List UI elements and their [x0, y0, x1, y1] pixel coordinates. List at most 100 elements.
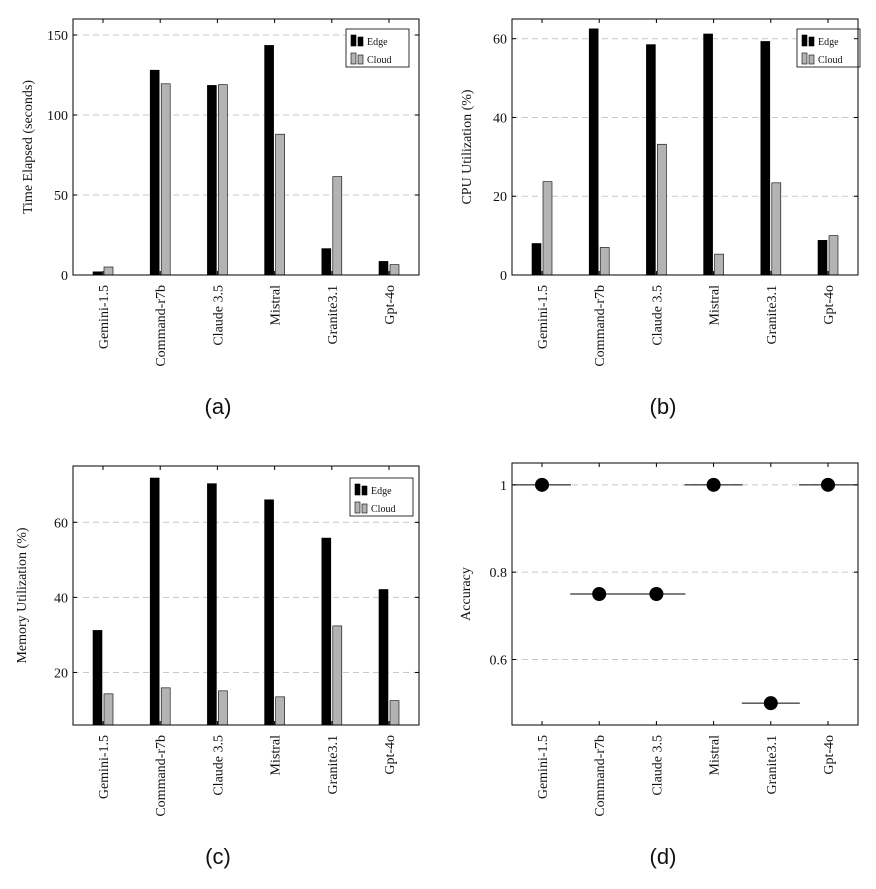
chart3-bar-cloud-3 [275, 696, 285, 726]
chart2-bar-cloud-2 [657, 143, 667, 276]
chart3-xtick-label-4: Granite3.1 [326, 735, 341, 794]
chart1-legend: Edge Cloud [345, 28, 410, 68]
chart1-bar-edge-5 [378, 261, 389, 276]
chart1: Edge Cloud 0 50 100 150 Gemini-1.5 Command-r7b C… [21, 18, 420, 419]
chart4-caption: (d) [650, 844, 677, 869]
chart1-xtick-label-2: Claude 3.5 [211, 285, 226, 346]
chart3-bar-cloud-1 [160, 687, 171, 726]
chart2-legend-label-cloud: Cloud [818, 55, 842, 66]
chart3-bar-edge-1 [149, 477, 160, 726]
chart1-legend-swatch-edge-a [350, 34, 357, 47]
chart3-legend-swatch-cloud-a [354, 501, 361, 514]
chart4-ytick-label-0: 0.6 [490, 654, 508, 669]
chart1-ylabel: Time Elapsed (seconds) [21, 80, 36, 214]
chart2-legend-box [796, 28, 861, 68]
chart2-legend-swatch-edge-a [801, 34, 808, 47]
chart3-frame [72, 465, 420, 726]
chart3-legend-swatch-edge-a [354, 483, 361, 496]
chart3-bar-edge-4 [321, 537, 332, 726]
chart1-ytick-label-0: 0 [61, 269, 68, 284]
chart4-point-4 [763, 696, 778, 711]
chart4-xtick-label-1: Command-r7b [593, 735, 608, 817]
chart1-xtick-label-4: Granite3.1 [326, 285, 341, 344]
chart2-bar-cloud-0 [542, 181, 553, 276]
chart2-xtick-label-5: Gpt-4o [822, 285, 837, 325]
chart1-legend-swatch-cloud-a [350, 52, 357, 65]
chart1-xtick-label-1: Command-r7b [154, 285, 169, 367]
chart1-bar-cloud-2 [218, 84, 228, 276]
chart4-ytick-label-2: 1 [500, 479, 507, 494]
chart4-xtick-label-2: Claude 3.5 [650, 735, 665, 796]
chart3-xtick-label-0: Gemini-1.5 [97, 735, 112, 799]
chart1-ytick-label-2: 100 [47, 109, 68, 124]
chart3-xtick-label-3: Mistral [269, 735, 284, 776]
chart4-xtick-label-0: Gemini-1.5 [536, 735, 551, 799]
chart3-bar-edge-2 [207, 483, 217, 726]
chart3-xtick-label-1: Command-r7b [154, 735, 169, 817]
chart1-bar-cloud-0 [103, 266, 114, 276]
chart4-ylabel: Accuracy [459, 567, 474, 621]
chart1-bar-edge-2 [207, 85, 217, 276]
chart1-xtick-label-0: Gemini-1.5 [97, 285, 112, 349]
chart1-legend-swatch-edge-b [357, 36, 364, 47]
chart1-bar-cloud-3 [275, 133, 285, 276]
chart2-bar-cloud-5 [828, 235, 839, 276]
chart1-legend-box [345, 28, 410, 68]
chart1-caption: (a) [205, 394, 232, 419]
chart1-legend-swatch-cloud-b [357, 54, 364, 65]
chart3-bar-edge-0 [92, 630, 103, 726]
chart2-bar-edge-3 [703, 33, 713, 276]
chart1-bar-edge-1 [149, 69, 160, 276]
chart3: Edge Cloud 20 40 60 Gemini-1.5 Command-r7b Clau… [15, 465, 420, 869]
chart2-ytick-label-3: 60 [493, 33, 507, 48]
chart3-legend: Edge Cloud [349, 477, 414, 517]
chart4-point-3 [706, 477, 721, 492]
chart1-xtick-label-3: Mistral [269, 285, 284, 326]
chart4-xtick-label-5: Gpt-4o [822, 735, 837, 775]
chart1-bar-cloud-5 [389, 264, 400, 276]
chart2-xtick-label-4: Granite3.1 [765, 285, 780, 344]
chart4-ytick-label-1: 0.8 [490, 566, 508, 581]
chart2-bar-cloud-4 [771, 182, 782, 276]
chart3-ylabel: Memory Utilization (%) [15, 527, 30, 663]
chart2-bar-edge-0 [531, 243, 542, 276]
chart2-legend-swatch-cloud-a [801, 52, 808, 65]
chart2-ylabel: CPU Utilization (%) [460, 89, 475, 204]
chart2-legend: Edge Cloud [796, 28, 861, 68]
chart2-ytick-label-2: 40 [493, 111, 507, 126]
chart2-bar-cloud-1 [599, 247, 610, 276]
chart2-bar-edge-5 [817, 240, 828, 276]
chart3-xtick-label-5: Gpt-4o [383, 735, 398, 775]
chart1-legend-label-cloud: Cloud [367, 55, 391, 66]
chart2-legend-label-edge: Edge [818, 37, 839, 48]
chart2-legend-swatch-edge-b [808, 36, 815, 47]
chart1-ytick-label-3: 150 [47, 29, 68, 44]
chart3-ytick-label-0: 20 [54, 666, 68, 681]
chart3-bar-edge-3 [264, 499, 274, 726]
chart4-point-5 [821, 477, 835, 492]
chart1-bar-edge-3 [264, 45, 274, 276]
chart4-frame [511, 462, 859, 726]
chart4-point-0 [535, 477, 549, 492]
chart2-legend-swatch-cloud-b [808, 54, 815, 65]
chart3-legend-swatch-cloud-b [361, 503, 368, 514]
chart3-legend-label-edge: Edge [371, 486, 392, 497]
chart2-xtick-label-0: Gemini-1.5 [536, 285, 551, 349]
chart4-xtick-label-3: Mistral [708, 735, 723, 776]
chart3-legend-box [349, 477, 414, 517]
chart2-xtick-label-2: Claude 3.5 [650, 285, 665, 346]
chart1-bar-cloud-1 [160, 83, 171, 276]
chart3-bar-edge-5 [378, 589, 389, 726]
chart1-ytick-label-1: 50 [54, 189, 68, 204]
chart3-bar-cloud-2 [218, 690, 228, 726]
chart2-xtick-label-3: Mistral [708, 285, 723, 326]
chart3-legend-label-cloud: Cloud [371, 504, 395, 515]
chart3-ytick-label-1: 40 [54, 591, 68, 606]
chart3-ytick-label-2: 60 [54, 516, 68, 531]
chart2-bar-edge-1 [588, 28, 599, 276]
chart2: Edge Cloud 0 20 40 60 Gemini-1.5 Command-r7b Cla… [460, 18, 861, 419]
chart2-bar-cloud-3 [714, 253, 724, 276]
chart2-ytick-label-0: 0 [500, 269, 507, 284]
chart3-caption: (c) [205, 844, 231, 869]
